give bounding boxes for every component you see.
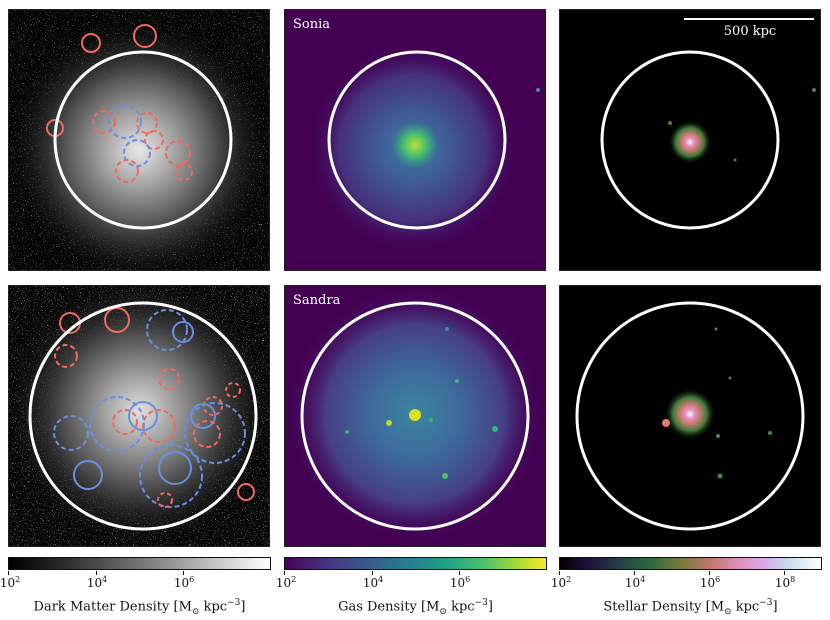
stellar-tick	[784, 571, 785, 575]
gas-tick-label: 104	[362, 575, 384, 590]
dm-tick-label: 104	[86, 575, 108, 590]
stellar-tick	[634, 571, 635, 575]
stellar-tick-label: 108	[774, 575, 796, 590]
dm-map-sonia	[9, 10, 269, 270]
dm-panel-sonia	[8, 9, 270, 271]
stellar-tick-label: 102	[550, 575, 572, 590]
gas-tick-label: 102	[275, 575, 297, 590]
subhalo-markers-sonia	[46, 24, 193, 183]
gas-colorbar-label: Gas Density [M⊙ kpc−3]	[338, 598, 493, 617]
subhalo-markers-sandra	[53, 307, 255, 508]
gas-map-sonia	[285, 10, 545, 270]
virial-radius-circle	[28, 301, 258, 531]
stellar-map-sonia	[560, 10, 820, 270]
stellar-colorbar	[559, 557, 822, 570]
gas-tick-label: 106	[449, 575, 471, 590]
stellar-tick	[709, 571, 710, 575]
gas-tick	[459, 571, 460, 575]
virial-radius-circle	[600, 50, 780, 230]
stellar-map-sandra	[560, 286, 820, 546]
stellar-tick-label: 106	[699, 575, 721, 590]
stellar-panel-sonia: 500 kpc	[559, 9, 821, 271]
dm-tick	[96, 571, 97, 575]
virial-radius-circle	[575, 301, 805, 531]
stellar-panel-sandra	[559, 285, 821, 547]
dm-colorbar	[8, 557, 271, 570]
dm-colorbar-label: Dark Matter Density [M⊙ kpc−3]	[33, 598, 246, 617]
dm-map-sandra	[9, 286, 269, 546]
halo-name-label: Sandra	[293, 293, 341, 308]
stellar-tick	[559, 571, 560, 575]
stellar-tick-label: 104	[624, 575, 646, 590]
dm-panel-sandra	[8, 285, 270, 547]
gas-tick	[372, 571, 373, 575]
gas-colorbar	[284, 557, 547, 570]
scale-bar-label: 500 kpc	[723, 24, 777, 39]
gas-panel-sandra: Sandra	[284, 285, 546, 547]
dm-tick-label: 106	[173, 575, 195, 590]
virial-radius-circle	[53, 50, 233, 230]
scale-bar	[684, 18, 814, 20]
virial-radius-circle	[327, 50, 507, 230]
dm-tick	[183, 571, 184, 575]
dm-tick	[8, 571, 9, 575]
virial-radius-circle	[300, 301, 530, 531]
halo-name-label: Sonia	[293, 17, 331, 32]
gas-map-sandra	[285, 286, 545, 546]
gas-panel-sonia: Sonia	[284, 9, 546, 271]
dm-tick-label: 102	[0, 575, 21, 590]
gas-tick	[284, 571, 285, 575]
stellar-colorbar-label: Stellar Density [M⊙ kpc−3]	[603, 598, 778, 617]
